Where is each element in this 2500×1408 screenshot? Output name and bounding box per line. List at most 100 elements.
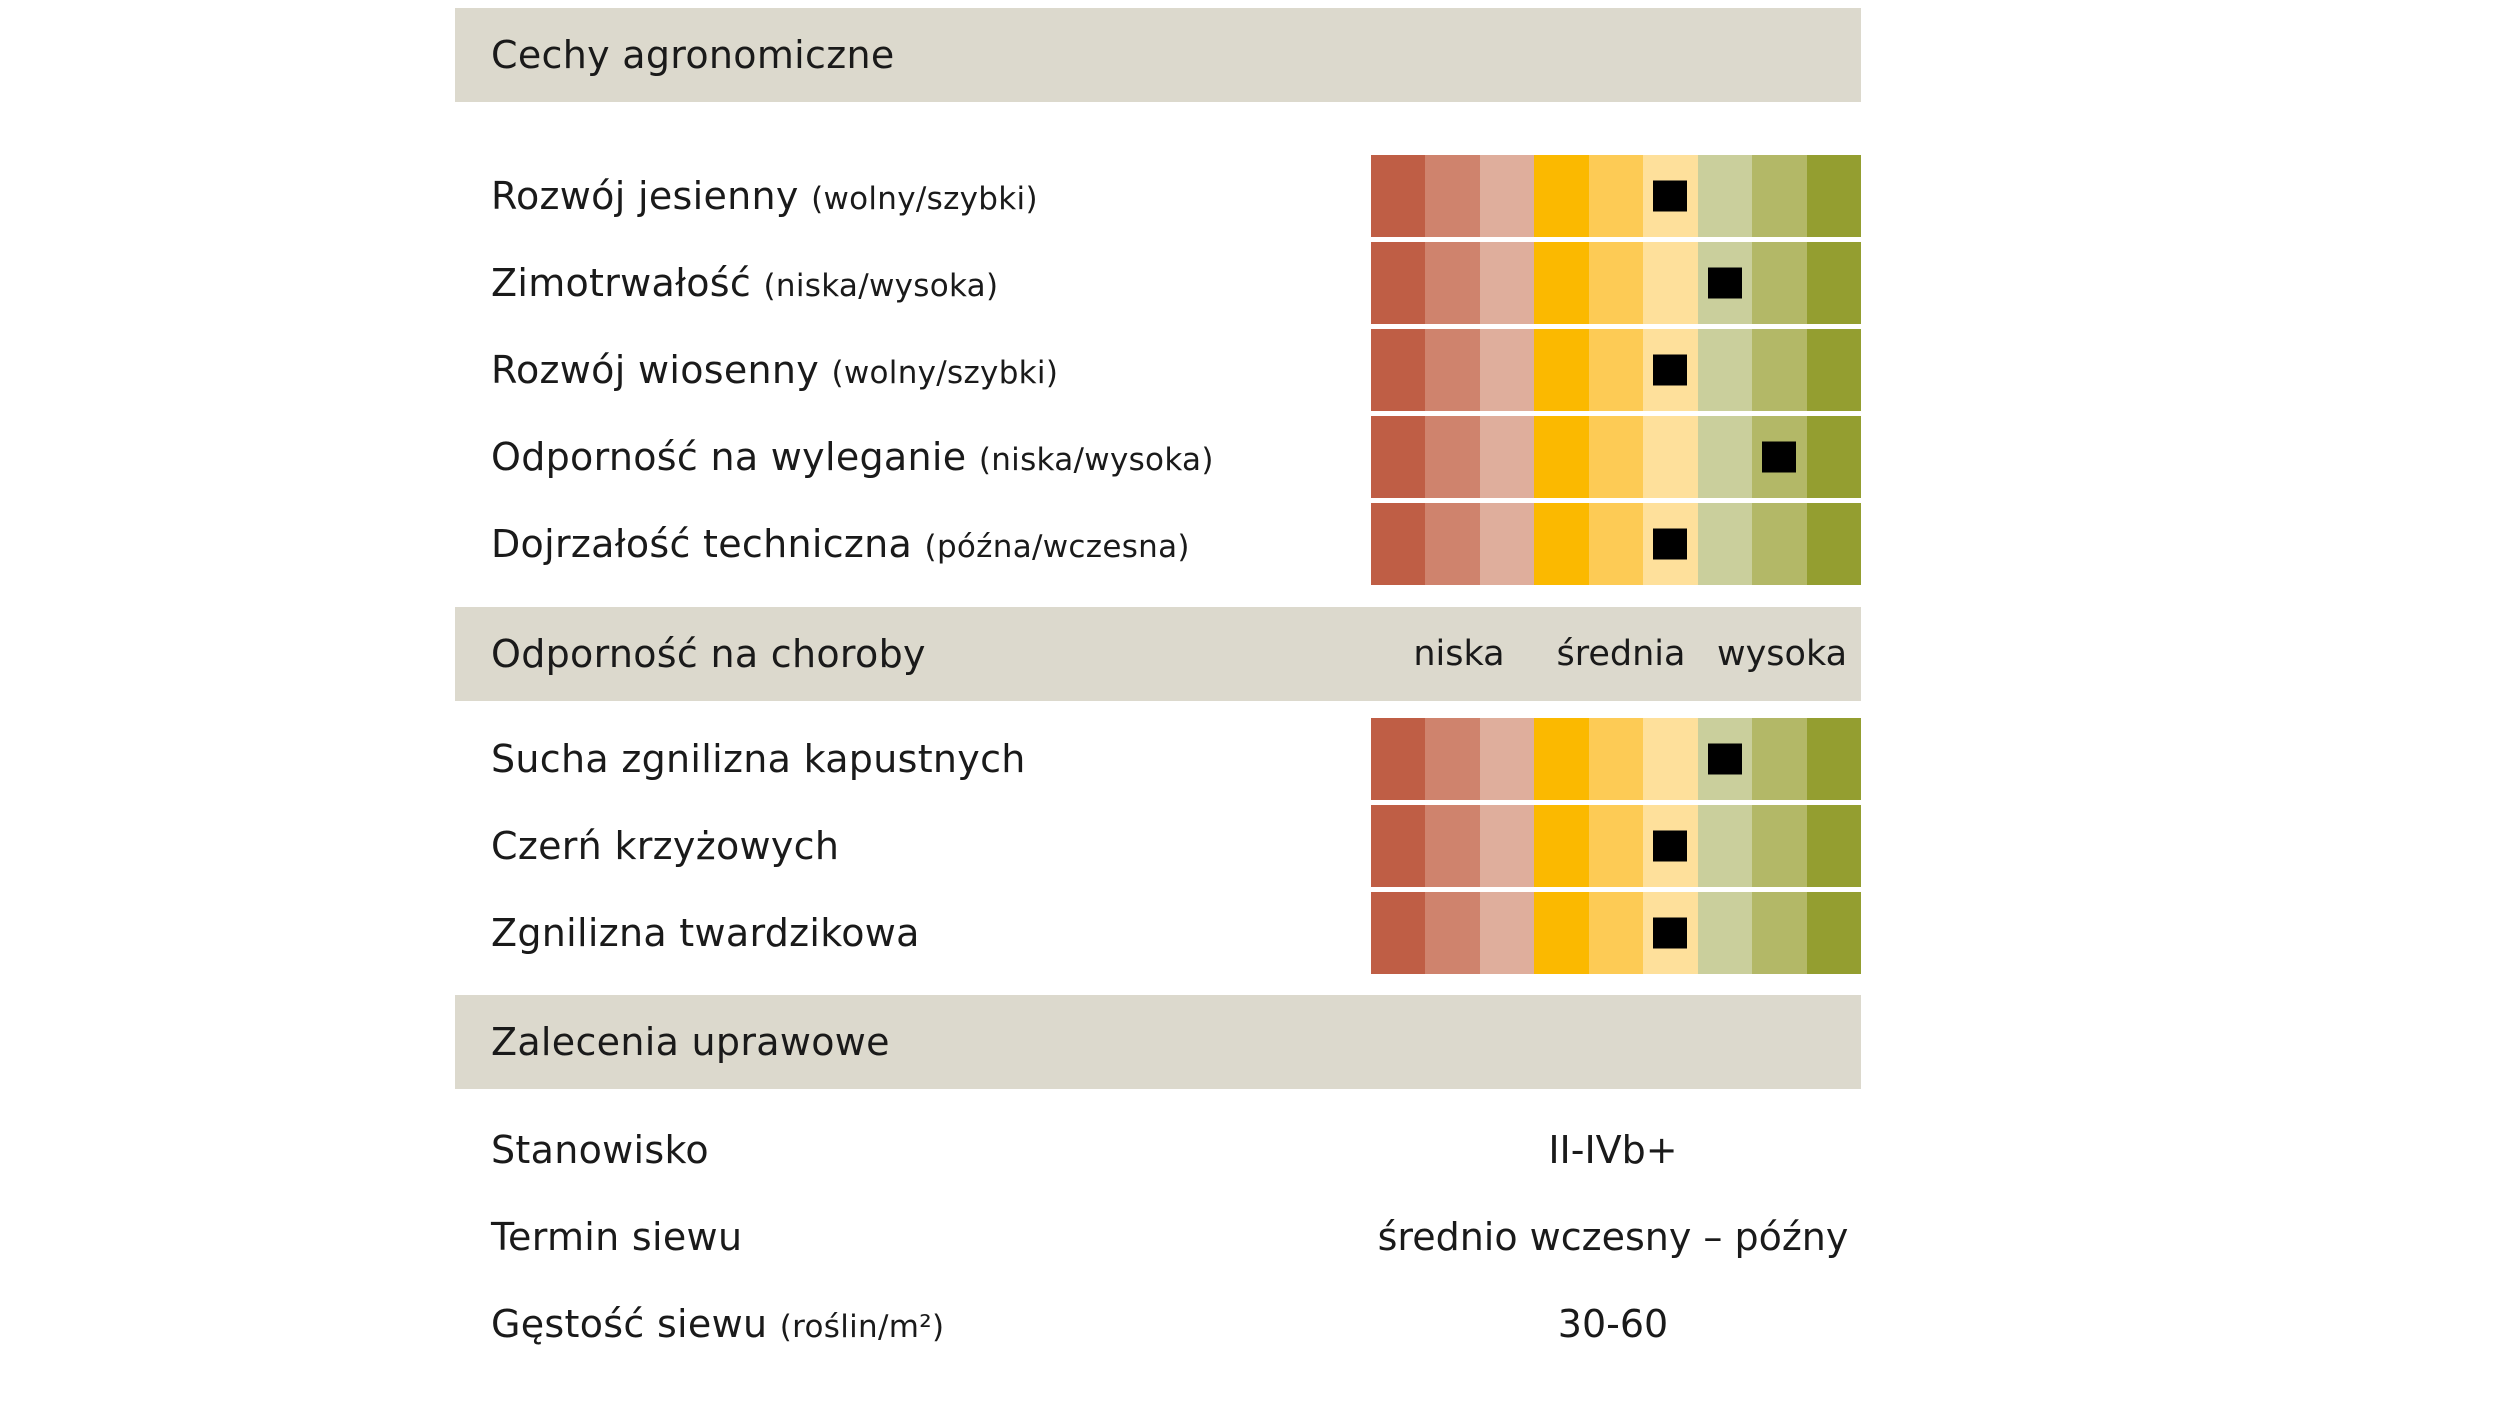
scale-cell: [1425, 503, 1480, 585]
rating-marker: [1707, 743, 1742, 775]
scale-cell: [1752, 329, 1807, 411]
row-label: Dojrzałość techniczna (późna/wczesna): [491, 522, 1190, 566]
scale-cell: [1588, 805, 1644, 887]
scale-cell: [1806, 329, 1861, 411]
row-label: Rozwój jesienny (wolny/szybki): [491, 174, 1038, 218]
scale-cell: [1479, 892, 1535, 974]
row-label: Odporność na wyleganie (niska/wysoka): [491, 435, 1214, 479]
rating-scale: [1371, 892, 1861, 974]
row-label: Gęstość siewu (roślin/m²): [491, 1302, 945, 1346]
scale-cell: [1697, 242, 1753, 324]
scale-cell: [1534, 329, 1589, 411]
row-label: Zimotrwałość (niska/wysoka): [491, 261, 999, 305]
scale-cell: [1479, 718, 1535, 800]
rating-scale: [1371, 416, 1861, 498]
rating-marker: [1653, 917, 1688, 949]
scale-cell: [1588, 416, 1644, 498]
scale-cell: [1752, 416, 1807, 498]
scale-cell: [1534, 892, 1589, 974]
scale-cell: [1534, 805, 1589, 887]
scale-cell: [1697, 892, 1753, 974]
scale-cell: [1371, 892, 1426, 974]
scale-cell: [1806, 242, 1861, 324]
row-label: Sucha zgnilizna kapustnych: [491, 737, 1026, 781]
scale-cell: [1534, 155, 1589, 237]
rating-marker: [1653, 354, 1688, 386]
section-title: Odporność na choroby: [491, 632, 926, 676]
scale-cell: [1371, 416, 1426, 498]
scale-cell: [1425, 155, 1480, 237]
scale-cell: [1479, 329, 1535, 411]
scale-cell: [1588, 329, 1644, 411]
scale-cell: [1752, 718, 1807, 800]
scale-cell: [1371, 242, 1426, 324]
row-label: Zgnilizna twardzikowa: [491, 911, 920, 955]
scale-cell: [1534, 416, 1589, 498]
scale-cell: [1643, 892, 1698, 974]
scale-cell: [1806, 155, 1861, 237]
row-value: 30-60: [1557, 1302, 1669, 1346]
section-title: Zalecenia uprawowe: [491, 1020, 890, 1064]
scale-cell: [1479, 242, 1535, 324]
scale-cell: [1697, 503, 1753, 585]
scale-cell: [1425, 892, 1480, 974]
scale-cell: [1371, 718, 1426, 800]
row-value: średnio wczesny – późny: [1377, 1215, 1849, 1259]
scale-cell: [1806, 503, 1861, 585]
scale-cell: [1371, 503, 1426, 585]
scale-cell: [1425, 242, 1480, 324]
scale-cell: [1806, 416, 1861, 498]
scale-cell: [1806, 718, 1861, 800]
scale-cell: [1425, 329, 1480, 411]
scale-cell: [1643, 242, 1698, 324]
scale-cell: [1643, 718, 1698, 800]
scale-cell: [1479, 503, 1535, 585]
scale-cell: [1752, 242, 1807, 324]
scale-cell: [1697, 155, 1753, 237]
scale-cell: [1534, 503, 1589, 585]
scale-cell: [1643, 155, 1698, 237]
scale-cell: [1425, 805, 1480, 887]
scale-label-high: wysoka: [1716, 634, 1848, 674]
section-header-disease: Odporność na choroby niska średnia wysok…: [455, 607, 1861, 701]
rating-scale: [1371, 805, 1861, 887]
scale-cell: [1752, 805, 1807, 887]
rating-scale: [1371, 329, 1861, 411]
scale-cell: [1479, 416, 1535, 498]
scale-label-medium: średnia: [1556, 634, 1686, 674]
scale-cell: [1752, 155, 1807, 237]
scale-cell: [1643, 416, 1698, 498]
scale-cell: [1588, 892, 1644, 974]
scale-cell: [1479, 805, 1535, 887]
scale-cell: [1697, 805, 1753, 887]
scale-cell: [1752, 892, 1807, 974]
scale-cell: [1425, 416, 1480, 498]
scale-label-low: niska: [1413, 634, 1505, 674]
row-label: Termin siewu: [491, 1215, 743, 1259]
scale-cell: [1588, 155, 1644, 237]
rating-marker: [1653, 830, 1688, 862]
scale-cell: [1588, 242, 1644, 324]
scale-cell: [1588, 718, 1644, 800]
scale-cell: [1371, 805, 1426, 887]
rating-scale: [1371, 718, 1861, 800]
scale-cell: [1697, 718, 1753, 800]
scale-cell: [1479, 155, 1535, 237]
row-label: Rozwój wiosenny (wolny/szybki): [491, 348, 1059, 392]
scale-cell: [1588, 503, 1644, 585]
rating-marker: [1653, 528, 1688, 560]
scale-cell: [1697, 416, 1753, 498]
row-label: Czerń krzyżowych: [491, 824, 840, 868]
row-value: II-IVb+: [1548, 1128, 1678, 1172]
rating-scale: [1371, 155, 1861, 237]
section-header-agronomic: Cechy agronomiczne: [455, 8, 1861, 102]
scale-cell: [1425, 718, 1480, 800]
scale-cell: [1643, 329, 1698, 411]
scale-cell: [1806, 892, 1861, 974]
scale-cell: [1643, 805, 1698, 887]
scale-cell: [1371, 329, 1426, 411]
scale-cell: [1752, 503, 1807, 585]
section-header-recommendations: Zalecenia uprawowe: [455, 995, 1861, 1089]
rating-marker: [1707, 267, 1742, 299]
scale-cell: [1806, 805, 1861, 887]
